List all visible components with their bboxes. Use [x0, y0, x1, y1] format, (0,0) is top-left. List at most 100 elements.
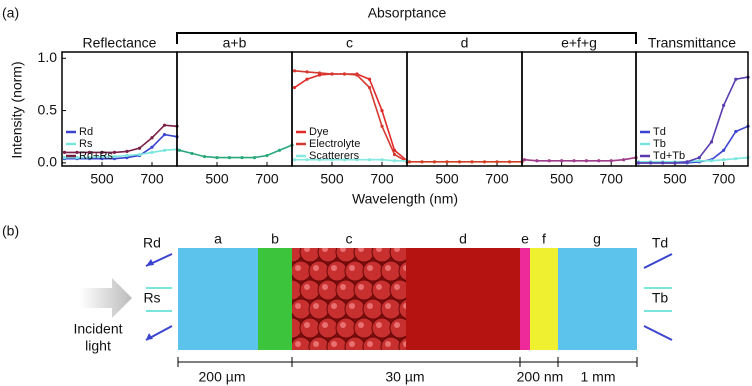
data-point [190, 151, 194, 156]
data-point [240, 156, 244, 160]
particle [317, 248, 339, 263]
y-tick-label: 0.0 [38, 154, 58, 170]
particle [292, 260, 312, 282]
particle-highlight [313, 265, 319, 271]
particles [292, 248, 406, 350]
data-point [342, 72, 347, 76]
data-point [380, 158, 384, 162]
data-line [64, 133, 178, 160]
data-line [64, 148, 178, 159]
data-point [380, 124, 384, 128]
legend-label: Dye [309, 126, 329, 138]
data-line [294, 70, 408, 163]
data-point [215, 156, 219, 160]
layer-label: a [214, 231, 222, 247]
data-point [685, 160, 689, 164]
x-tick-label: 700 [140, 171, 164, 187]
data-point [137, 146, 142, 150]
x-tick-label: 500 [90, 171, 114, 187]
particle [308, 336, 330, 350]
data-point [392, 159, 397, 163]
data-point [367, 158, 372, 162]
data-point [162, 133, 167, 137]
particle-highlight [358, 248, 364, 252]
arrow [643, 325, 673, 341]
data-point [470, 160, 474, 164]
x-tick-label: 700 [485, 171, 509, 187]
particle-highlight [358, 284, 364, 290]
y-tick-label: 1.0 [38, 49, 58, 65]
particle-highlight [367, 265, 373, 271]
particle [335, 279, 357, 301]
data-point [317, 71, 322, 75]
particle [326, 336, 348, 350]
x-tick-label: 700 [712, 171, 736, 187]
data-point [560, 159, 564, 163]
particle [371, 279, 393, 301]
particle-highlight [340, 284, 346, 290]
particle [292, 336, 312, 350]
data-point [150, 145, 154, 149]
layer-label: b [271, 231, 279, 247]
data-point [722, 158, 726, 162]
data-point [112, 154, 117, 159]
incident-arrow [80, 278, 132, 318]
data-point [697, 159, 701, 163]
reflection-label: Rd [143, 235, 161, 251]
particle-highlight [340, 322, 346, 328]
data-point [292, 69, 297, 73]
data-point [722, 103, 726, 107]
particle [344, 260, 366, 282]
panel-frame [176, 51, 293, 167]
scale-bars [177, 357, 638, 367]
data-point [367, 77, 372, 81]
arrow-head [146, 259, 154, 266]
particle-highlight [376, 322, 382, 328]
data-line [638, 156, 749, 163]
data-point [125, 149, 129, 153]
data-point [420, 160, 424, 164]
data-point [305, 158, 309, 162]
particle [326, 260, 348, 282]
particle [380, 260, 402, 282]
x-tick-label: 500 [435, 171, 459, 187]
x-tick-label: 700 [600, 171, 624, 187]
particle-highlight [340, 248, 346, 252]
data-point [87, 150, 92, 155]
data-point [457, 160, 462, 164]
particle-highlight [358, 322, 364, 328]
incident-label: light [85, 338, 111, 354]
data-point [305, 70, 309, 74]
panel-title: Transmittance [648, 35, 736, 51]
data-point [342, 158, 347, 162]
arrow [643, 253, 673, 269]
data-point [522, 158, 527, 162]
particle-highlight [376, 284, 382, 290]
data-point [202, 154, 207, 159]
data-point [367, 85, 372, 90]
arrow-head [146, 333, 153, 340]
data-point [535, 159, 539, 163]
data-point [100, 150, 104, 155]
particle-highlight [313, 303, 319, 309]
particle [335, 317, 357, 339]
particle-highlight [304, 322, 310, 328]
data-point [507, 160, 512, 164]
particle [380, 298, 402, 320]
absorptance-bracket [176, 32, 637, 44]
data-point [622, 158, 626, 162]
x-tick-label: 700 [370, 171, 394, 187]
legend-label: Tb [653, 138, 666, 150]
data-point [150, 150, 154, 155]
layer-label: e [521, 231, 529, 247]
data-point [722, 148, 726, 152]
data-point [432, 160, 437, 164]
particle-highlight [313, 341, 319, 347]
data-point [330, 158, 334, 162]
particle [380, 336, 402, 350]
data-point [661, 161, 665, 165]
legend-label: Rs [79, 138, 93, 150]
data-point [734, 157, 738, 161]
particle-highlight [367, 303, 373, 309]
particle-highlight [385, 265, 391, 271]
